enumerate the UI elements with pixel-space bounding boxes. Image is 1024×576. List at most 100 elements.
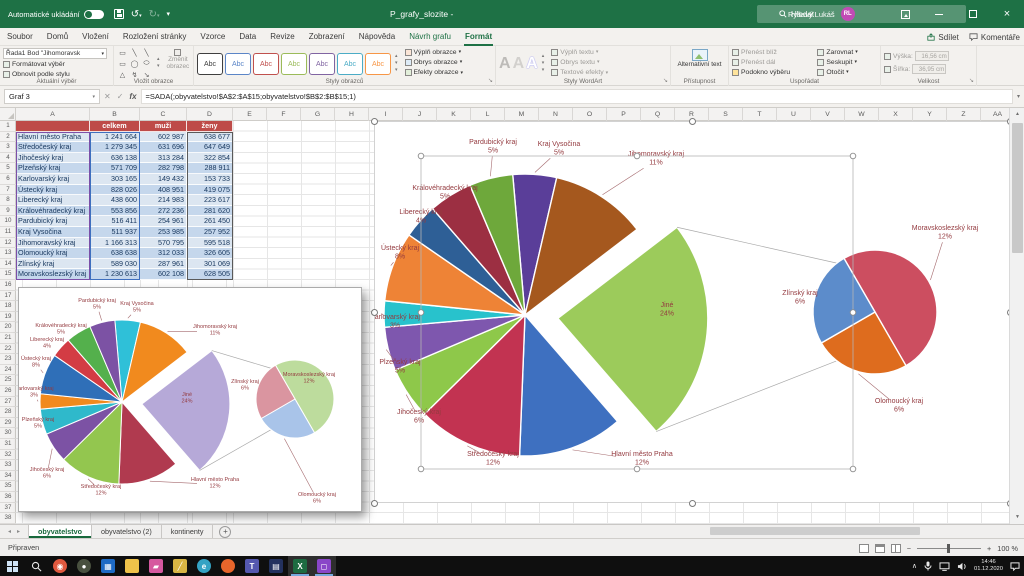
column-header-U[interactable]: U [777, 108, 811, 121]
pie-slice-hlavni-mesto-praha[interactable] [518, 313, 619, 457]
alt-text-button[interactable]: Alternativní text [674, 48, 725, 69]
selection-pane-button[interactable]: Podokno výběru [732, 68, 809, 77]
chart-selection-handle[interactable] [689, 118, 696, 125]
shape-style-tile[interactable]: Abc [365, 53, 391, 75]
table-cell[interactable]: 1 166 313 [90, 237, 140, 249]
table-cell[interactable]: Jihočeský kraj [16, 152, 90, 164]
menu-tab-soubor[interactable]: Soubor [7, 31, 33, 41]
shape-style-tile[interactable]: Abc [337, 53, 363, 75]
zoom-slider[interactable] [917, 543, 982, 553]
chart-selection-handle[interactable] [1007, 309, 1009, 316]
sheet-tab-obyvatelstvo-2[interactable]: obyvatelstvo (2) [92, 525, 162, 538]
table-cell[interactable]: 638 677 [187, 131, 233, 143]
table-header-celkem[interactable]: celkem [90, 121, 140, 132]
select-all-button[interactable] [0, 108, 16, 121]
text-fill-button[interactable]: Výplň textu ▾ [551, 48, 608, 56]
row-headers[interactable]: 1 2 3 4 5 6 7 8 9 10 11 12 13 14 15 16 17 18 19 20 21 22 23 24 2… [0, 121, 16, 524]
text-effects-button[interactable]: Textové efekty ▾ [551, 69, 608, 77]
table-header-muzi[interactable]: muži [140, 121, 187, 132]
taskbar-teams-app[interactable]: T [240, 556, 264, 576]
menu-tab-format[interactable]: Formát [458, 28, 499, 46]
shape-glyph-icon[interactable]: ↯ [131, 72, 138, 79]
insert-function-icon[interactable]: fx [129, 92, 137, 101]
menu-tab-domu[interactable]: Domů [46, 31, 69, 41]
format-selection-button[interactable]: Formátovat výběr [3, 60, 110, 69]
chart-selection-handle[interactable] [371, 500, 378, 507]
user-account[interactable]: Ryšavý Lukáš RL [788, 0, 855, 28]
selection-handle[interactable] [633, 465, 641, 473]
column-header-A[interactable]: A [16, 108, 90, 121]
enter-icon[interactable]: ✓ [116, 92, 124, 101]
taskbar-file-explorer[interactable] [120, 556, 144, 576]
selection-handle[interactable] [417, 152, 425, 160]
table-cell[interactable]: Pardubický kraj [16, 216, 90, 227]
redo-icon[interactable]: ↻▾ [148, 8, 160, 20]
chart-selection-handle[interactable] [371, 309, 378, 316]
row-header-24[interactable]: 24 [0, 365, 16, 376]
wordart-style-2[interactable]: A [512, 54, 525, 72]
row-header-11[interactable]: 11 [0, 227, 16, 238]
pie-slice-jine[interactable] [556, 226, 709, 433]
table-cell[interactable]: 553 856 [90, 205, 140, 217]
row-header-8[interactable]: 8 [0, 195, 16, 206]
formula-bar-expand-icon[interactable]: ▾ [1016, 94, 1020, 100]
reset-to-style-button[interactable]: Obnovit podle stylu [3, 70, 110, 79]
table-cell[interactable]: Ústecký kraj [16, 184, 90, 196]
row-header-25[interactable]: 25 [0, 375, 16, 386]
table-cell[interactable]: 1 279 345 [90, 142, 140, 153]
pie-slice-moravskoslezsky-kraj[interactable] [843, 249, 938, 367]
cancel-icon[interactable]: ✕ [104, 92, 111, 101]
column-header-Q[interactable]: Q [641, 108, 675, 121]
shape-glyph-icon[interactable]: ◯ [130, 61, 139, 68]
notification-icon[interactable] [1010, 561, 1020, 571]
vertical-scroll-thumb[interactable] [1012, 123, 1023, 253]
table-cell[interactable]: 647 649 [187, 142, 233, 153]
menu-tab-napoveda[interactable]: Nápověda [358, 31, 396, 41]
scroll-down-icon[interactable]: ▼ [1015, 514, 1020, 520]
shape-style-tile[interactable]: Abc [197, 53, 223, 75]
row-header-21[interactable]: 21 [0, 333, 16, 344]
table-cell[interactable]: 313 284 [140, 152, 187, 164]
taskbar-pen-app[interactable]: ╱ [168, 556, 192, 576]
menu-tab-navrh-grafu[interactable]: Návrh grafu [409, 31, 451, 41]
bring-forward-button[interactable]: Přenést blíž [732, 48, 809, 57]
chart-selection-handle[interactable] [1007, 118, 1009, 125]
menu-tab-zobrazeni[interactable]: Zobrazení [308, 31, 345, 41]
row-header-4[interactable]: 4 [0, 153, 16, 164]
table-cell[interactable]: Zlínský kraj [16, 258, 90, 270]
shape-glyph-icon[interactable]: ▭ [119, 61, 126, 68]
shape-style-tile[interactable]: Abc [309, 53, 335, 75]
table-cell[interactable]: 254 961 [140, 216, 187, 227]
column-header-F[interactable]: F [267, 108, 301, 121]
row-header-13[interactable]: 13 [0, 248, 16, 259]
pie-slice-olomoucky-kraj[interactable] [260, 398, 316, 439]
table-cell[interactable]: 326 605 [187, 248, 233, 259]
shape-fill-button[interactable]: Výplň obrazce ▾ [404, 48, 463, 56]
table-cell[interactable]: 301 069 [187, 258, 233, 270]
column-headers[interactable]: A B C D E F G H I J K L M N O P Q R S T U V W X Y Z AA [16, 108, 1009, 121]
wordart-more-icon[interactable]: ▾ [541, 66, 545, 73]
vertical-scrollbar[interactable]: ▲ ▼ [1009, 108, 1024, 524]
table-cell[interactable]: 281 620 [187, 205, 233, 217]
pie-slice-olomoucky-kraj[interactable] [820, 311, 907, 375]
save-icon[interactable] [113, 9, 124, 19]
row-header-12[interactable]: 12 [0, 238, 16, 249]
table-header-blank[interactable] [16, 121, 90, 132]
column-header-E[interactable]: E [233, 108, 267, 121]
column-header-W[interactable]: W [845, 108, 879, 121]
table-cell[interactable]: 828 026 [90, 184, 140, 196]
wordart-up-icon[interactable]: ▴ [541, 52, 545, 59]
pie-slice-pardubicky-kraj[interactable] [468, 173, 526, 316]
row-header-33[interactable]: 33 [0, 460, 16, 471]
table-cell[interactable]: 153 733 [187, 173, 233, 185]
table-cell[interactable]: 214 983 [140, 195, 187, 206]
zoom-out-button[interactable]: − [906, 543, 912, 553]
table-cell[interactable]: 223 617 [187, 195, 233, 206]
shape-style-tile[interactable]: Abc [253, 53, 279, 75]
styles-more-icon[interactable]: ▾ [395, 66, 398, 73]
column-header-R[interactable]: R [675, 108, 709, 121]
row-header-9[interactable]: 9 [0, 206, 16, 217]
styles-down-icon[interactable]: ▾ [395, 59, 398, 66]
start-button[interactable] [0, 556, 24, 576]
row-header-20[interactable]: 20 [0, 322, 16, 333]
